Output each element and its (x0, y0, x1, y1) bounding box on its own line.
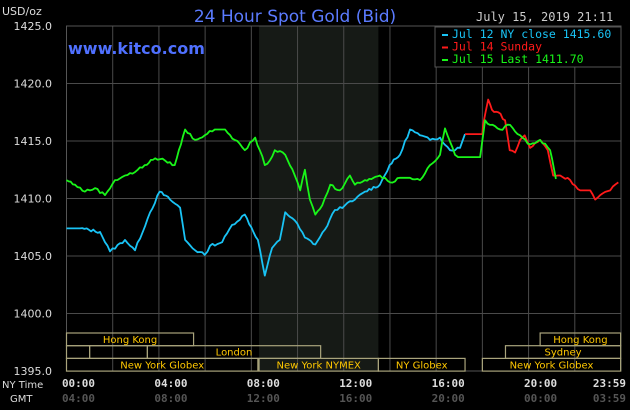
y-tick-label: 1410.0 (14, 193, 53, 206)
x-tick-labels: 00:00 04:00 04:00 08:00 08:00 12:00 12:00 16:00… (62, 377, 626, 405)
kitco-watermark: www.kitco.com (68, 39, 205, 58)
x-tick-gmt: 04:00 (62, 392, 95, 405)
legend-entry: Jul 12 NY close 1415.60 (452, 27, 611, 41)
x-tick-gmt: 03:59 (593, 392, 626, 405)
y-tick-label: 1405.0 (14, 250, 53, 263)
session-label: London (216, 348, 253, 359)
x-tick-gmt: 08:00 (154, 392, 187, 405)
x-tick-ny: 00:00 (62, 377, 95, 390)
series-line (66, 119, 557, 216)
series-lines (66, 98, 619, 277)
session-label: New York Globex (120, 360, 204, 371)
x-tick-ny: 20:00 (524, 377, 557, 390)
session-box (377, 357, 466, 372)
session-label: New York NYMEX (277, 360, 362, 371)
timestamp: July 15, 2019 21:11 (476, 10, 613, 24)
x-tick-ny: 04:00 (154, 377, 187, 390)
market-sessions: Hong Kong London New York Globex New York N… (65, 332, 622, 372)
x-tick-gmt: 20:00 (432, 392, 465, 405)
session-box (65, 357, 259, 372)
series-line (66, 128, 466, 277)
x-tick-gmt: 12:00 (247, 392, 280, 405)
gmt-label: GMT (10, 394, 33, 405)
legend-entry: Jul 14 Sunday (452, 40, 542, 54)
ny-time-label: NY Time (2, 380, 43, 391)
x-tick-ny: 12:00 (339, 377, 372, 390)
y-tick-labels: 1425.0 1420.0 1415.0 1410.0 1405.0 1400.0 1395… (14, 20, 53, 378)
session-label: Sydney (545, 348, 582, 359)
x-tick-ny: 08:00 (247, 377, 280, 390)
y-tick-label: 1395.0 (14, 365, 53, 378)
y-tick-label: 1425.0 (14, 20, 53, 33)
x-tick-ny: 23:59 (593, 377, 626, 390)
x-tick-ny: 16:00 (432, 377, 465, 390)
legend-box (434, 26, 622, 68)
y-tick-label: 1420.0 (14, 78, 53, 91)
y-tick-label: 1400.0 (14, 308, 53, 321)
session-label: NY Globex (396, 360, 448, 371)
session-box (481, 357, 622, 372)
session-label: New York Globex (510, 360, 594, 371)
y-tick-label: 1415.0 (14, 135, 53, 148)
chart-title: 24 Hour Spot Gold (Bid) (194, 7, 396, 27)
session-label: Hong Kong (103, 335, 157, 346)
legend-entry: Jul 15 Last 1411.70 (452, 52, 584, 66)
y-axis-unit: USD/oz (2, 5, 42, 18)
session-label: Hong Kong (553, 335, 607, 346)
x-tick-gmt: 00:00 (524, 392, 557, 405)
x-tick-gmt: 16:00 (339, 392, 372, 405)
